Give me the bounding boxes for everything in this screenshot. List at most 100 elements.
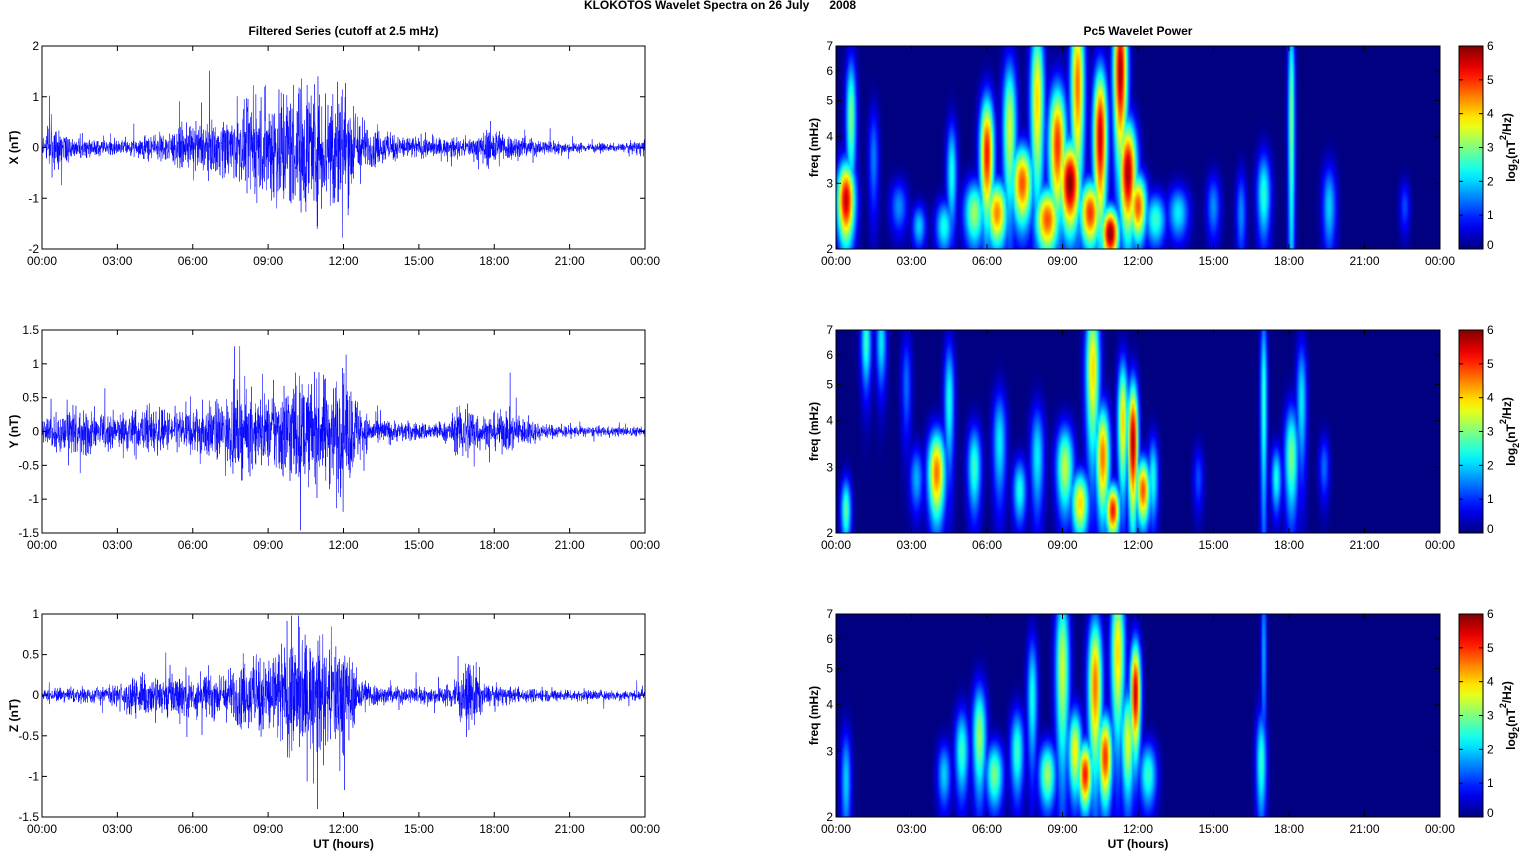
y-tick-label: 0.5 [22,391,39,405]
x-tick-label: 09:00 [1047,822,1077,836]
x-tick-label: 12:00 [1123,822,1153,836]
x-tick-label: 09:00 [253,822,283,836]
x-tick-label: 21:00 [555,254,585,268]
y-tick-label: -1 [28,492,39,506]
x-tick-label: 18:00 [479,822,509,836]
colorbar-label-part: (nT [1504,424,1518,443]
figure-title: KLOKOTOS Wavelet Spectra on 26 July 2008 [584,0,856,12]
colorbar-label: log2(nT2/Hz) [1498,681,1521,750]
y-tick-label: 2 [32,39,39,53]
x-tick-label: 03:00 [102,254,132,268]
colorbar-tick-label: 6 [1487,607,1494,621]
colorbar-tick-label: 4 [1487,107,1494,121]
colorbar-tick-label: 2 [1487,174,1494,188]
colorbar-label-part: log [1504,448,1518,466]
x-tick-label: 18:00 [1274,822,1304,836]
x-tick-label: 06:00 [178,822,208,836]
x-tick-label: 18:00 [479,254,509,268]
colorbar-tick-label: 0 [1487,238,1494,252]
y-tick-label: 1 [32,90,39,104]
x-tick-label: 00:00 [821,822,851,836]
y-axis-label: Z (nT) [7,699,21,732]
wavelet-power-map-x [836,46,1440,249]
y-axis-label: freq (mHz) [807,686,821,745]
y-tick-label: -1 [28,191,39,205]
x-tick-label: 06:00 [972,254,1002,268]
colorbar-tick-label: 5 [1487,73,1494,87]
y-tick-label: 6 [826,632,833,646]
x-tick-label: 00:00 [630,254,660,268]
colorbar-tick-label: 1 [1487,776,1494,790]
colorbar-label-part: /Hz) [1500,113,1514,135]
x-tick-label: 15:00 [1198,822,1228,836]
x-tick-label: 12:00 [328,538,358,552]
x-tick-label: 00:00 [821,254,851,268]
x-tick-label: 15:00 [404,822,434,836]
y-tick-label: 0 [32,688,39,702]
colorbar-tick-label: 4 [1487,675,1494,689]
y-tick-label: -1.5 [18,810,39,824]
x-tick-label: 21:00 [555,538,585,552]
y-tick-label: -1 [28,769,39,783]
y-tick-label: 4 [826,698,833,712]
colorbar-label-part: /Hz) [1500,397,1514,419]
colorbar-tick-label: 3 [1487,141,1494,155]
colorbar-label-part: 2 [1498,703,1508,708]
colorbar-tick-label: 3 [1487,709,1494,723]
colorbar-tick-label: 0 [1487,806,1494,820]
y-tick-label: 0.5 [22,648,39,662]
chart-title: Pc5 Wavelet Power [1084,24,1193,38]
wavelet-power-map-y [836,330,1440,533]
x-tick-label: 00:00 [1425,254,1455,268]
colorbar-label-part: (nT [1504,708,1518,727]
y-tick-label: 6 [826,64,833,78]
x-tick-label: 12:00 [328,822,358,836]
x-tick-label: 15:00 [404,254,434,268]
y-tick-label: 0 [32,425,39,439]
y-axis-label: freq (mHz) [807,402,821,461]
x-tick-label: 21:00 [1349,254,1379,268]
time-series-y-panel: -1.5 -1 -0.5 0 0.5 1 1.5 Y (nT) 00:00 03:00 06:00 0… [7,323,660,552]
colorbar-tick-label: 6 [1487,39,1494,53]
x-tick-label: 00:00 [630,538,660,552]
x-tick-label: 21:00 [1349,538,1379,552]
y-tick-label: 3 [826,176,833,190]
y-tick-label: 4 [826,414,833,428]
x-tick-label: 12:00 [1123,538,1153,552]
x-axis-label: UT (hours) [313,837,374,851]
colorbar-label: log2(nT2/Hz) [1498,397,1521,466]
x-tick-label: 03:00 [102,822,132,836]
time-series-z-panel: -1.5 -1 -0.5 0 0.5 1 Z (nT) 00:00 03:00 06:00 09:0… [7,607,660,851]
x-tick-label: 21:00 [1349,822,1379,836]
x-tick-label: 06:00 [178,254,208,268]
x-tick-label: 00:00 [821,538,851,552]
y-tick-label: 1 [32,607,39,621]
chart-title: Filtered Series (cutoff at 2.5 mHz) [248,24,438,38]
y-tick-label: 7 [826,607,833,621]
x-tick-label: 03:00 [896,254,926,268]
colorbar-tick-label: 0 [1487,522,1494,536]
colorbar-tick-label: 2 [1487,742,1494,756]
y-tick-label: 2 [826,242,833,256]
x-axis-label: UT (hours) [1108,837,1169,851]
x-tick-label: 00:00 [1425,822,1455,836]
y-tick-label: 1.5 [22,323,39,337]
y-tick-label: -2 [28,242,39,256]
series-line-z [42,615,645,810]
y-tick-label: 7 [826,39,833,53]
x-tick-label: 03:00 [896,538,926,552]
x-tick-label: 18:00 [1274,538,1304,552]
y-tick-label: 5 [826,378,833,392]
colorbar-tick-label: 1 [1487,492,1494,506]
x-tick-label: 00:00 [27,538,57,552]
colorbar-label-part: log [1504,732,1518,750]
x-tick-label: 09:00 [1047,254,1077,268]
y-tick-label: 6 [826,348,833,362]
x-tick-label: 21:00 [555,822,585,836]
x-tick-label: 09:00 [253,254,283,268]
series-line-y [42,346,645,531]
y-tick-label: 5 [826,94,833,108]
wavelet-power-map-z [836,614,1440,817]
